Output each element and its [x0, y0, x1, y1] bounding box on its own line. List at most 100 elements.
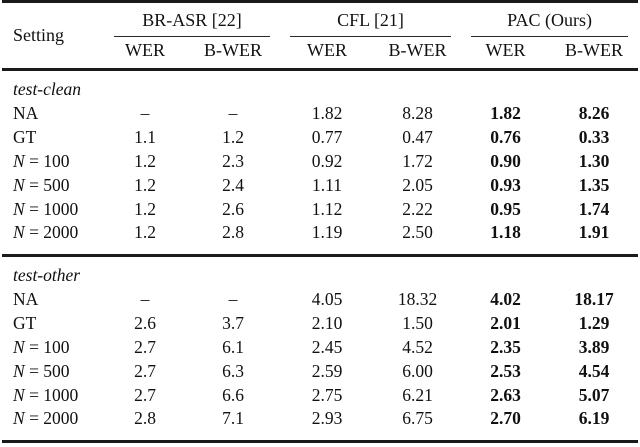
- setting-cell: N = 500: [13, 360, 70, 381]
- group-header-br-asr: BR-ASR [22]: [104, 2, 280, 37]
- value-cell: 1.82: [490, 102, 521, 123]
- setting-cell: N = 100: [13, 150, 70, 171]
- value-cell: 1.19: [311, 222, 343, 242]
- value-cell: –: [140, 102, 150, 123]
- table-body: test-clean NA – – 1.82 8.28 1.82 8.26 GT 1.1 1.2 0.…: [2, 70, 639, 442]
- value-cell: 2.6: [134, 312, 156, 333]
- value-cell: 4.54: [578, 360, 610, 381]
- setting-cell: N = 1000: [13, 198, 79, 219]
- table-header: Setting BR-ASR [22] CFL [21] PAC (Ours) …: [2, 1, 639, 71]
- section-label-row: test-clean: [2, 70, 638, 102]
- value-cell: 6.75: [402, 408, 433, 428]
- value-cell: 0.92: [311, 150, 343, 171]
- col-header-pac-wer: WER: [461, 36, 551, 71]
- table-row: N = 500 2.7 6.3 2.59 6.00 2.53 4.54: [2, 360, 638, 384]
- value-cell: 2.8: [134, 408, 156, 428]
- setting-cell: N = 1000: [13, 384, 79, 405]
- value-cell: 0.33: [578, 126, 610, 147]
- metric-header-row: WER B-WER WER B-WER WER B-WER: [2, 36, 639, 71]
- value-cell: 2.8: [222, 222, 244, 242]
- value-cell: 0.76: [490, 126, 521, 147]
- value-cell: 6.21: [402, 384, 433, 405]
- value-cell: –: [140, 288, 150, 309]
- value-cell: 2.22: [402, 198, 433, 219]
- table-row: N = 1000 1.2 2.6 1.12 2.22 0.95 1.74: [2, 198, 638, 222]
- value-cell: 2.7: [134, 384, 156, 405]
- value-cell: 0.90: [490, 150, 521, 171]
- value-cell: –: [228, 102, 238, 123]
- section-label-row: test-other: [2, 254, 639, 288]
- value-cell: 1.2: [134, 174, 156, 195]
- col-header-cfl-wer: WER: [280, 36, 375, 71]
- value-cell: 4.05: [311, 288, 343, 309]
- setting-cell: NA: [13, 102, 39, 123]
- value-cell: 2.53: [490, 360, 521, 381]
- value-cell: 1.29: [578, 312, 610, 333]
- value-cell: 5.07: [578, 384, 610, 405]
- value-cell: 0.93: [490, 174, 521, 195]
- group-label-pac: PAC (Ours): [471, 6, 629, 37]
- col-header-pac-bwer: B-WER: [550, 36, 639, 71]
- value-cell: 1.50: [402, 312, 433, 333]
- setting-cell: N = 500: [13, 174, 70, 195]
- table-row: N = 2000 2.8 7.1 2.93 6.75 2.70 6.19: [2, 408, 638, 442]
- value-cell: –: [228, 288, 238, 309]
- table-row: N = 500 1.2 2.4 1.11 2.05 0.93 1.35: [2, 174, 638, 198]
- group-header-pac: PAC (Ours): [461, 2, 638, 37]
- value-cell: 18.17: [574, 288, 614, 309]
- table-row: NA – – 4.05 18.32 4.02 18.17: [2, 288, 638, 312]
- value-cell: 0.47: [402, 126, 433, 147]
- value-cell: 18.32: [397, 288, 438, 309]
- group-header-cfl: CFL [21]: [280, 2, 461, 37]
- table-row: NA – – 1.82 8.28 1.82 8.26: [2, 102, 638, 126]
- group-label-br-asr: BR-ASR [22]: [114, 6, 271, 37]
- value-cell: 1.91: [578, 222, 610, 242]
- value-cell: 0.95: [490, 198, 521, 219]
- value-cell: 1.12: [311, 198, 343, 219]
- setting-cell: NA: [13, 288, 39, 309]
- group-header-row: Setting BR-ASR [22] CFL [21] PAC (Ours): [2, 1, 638, 71]
- value-cell: 2.4: [222, 174, 244, 195]
- value-cell: 1.1: [134, 126, 156, 147]
- table-row: N = 1000 2.7 6.6 2.75 6.21 2.63 5.07: [2, 384, 638, 408]
- section-label: test-other: [2, 254, 639, 288]
- setting-column-header: Setting: [2, 1, 104, 71]
- value-cell: 1.30: [578, 150, 610, 171]
- value-cell: 4.02: [490, 288, 521, 309]
- setting-cell: N = 2000: [13, 408, 79, 428]
- table-row: N = 2000 1.2 2.8 1.19 2.50 1.18 1.91: [2, 222, 638, 256]
- value-cell: 2.59: [311, 360, 343, 381]
- section-label: test-clean: [13, 79, 82, 99]
- value-cell: 6.3: [222, 360, 244, 381]
- value-cell: 2.75: [311, 384, 343, 405]
- value-cell: 2.3: [222, 150, 244, 171]
- value-cell: 6.6: [222, 384, 244, 405]
- value-cell: 7.1: [222, 408, 244, 428]
- value-cell: 6.00: [402, 360, 433, 381]
- value-cell: 1.2: [134, 222, 156, 242]
- setting-cell: GT: [13, 312, 37, 333]
- setting-cell: N = 2000: [13, 222, 79, 242]
- value-cell: 1.82: [311, 102, 343, 123]
- table-row: GT 2.6 3.7 2.10 1.50 2.01 1.29: [2, 312, 638, 336]
- value-cell: 2.05: [402, 174, 433, 195]
- value-cell: 1.2: [222, 126, 244, 147]
- table-row: N = 100 1.2 2.3 0.92 1.72 0.90 1.30: [2, 150, 638, 174]
- value-cell: 2.35: [490, 336, 521, 357]
- setting-cell: N = 100: [13, 336, 70, 357]
- value-cell: 2.50: [402, 222, 433, 242]
- value-cell: 1.11: [312, 174, 342, 195]
- value-cell: 6.19: [578, 408, 610, 428]
- value-cell: 2.7: [134, 360, 156, 381]
- value-cell: 8.26: [578, 102, 610, 123]
- value-cell: 1.18: [490, 222, 521, 242]
- value-cell: 2.93: [311, 408, 343, 428]
- value-cell: 4.52: [402, 336, 433, 357]
- value-cell: 1.2: [134, 150, 156, 171]
- table-row: N = 100 2.7 6.1 2.45 4.52 2.35 3.89: [2, 336, 638, 360]
- value-cell: 2.6: [222, 198, 244, 219]
- table-row: GT 1.1 1.2 0.77 0.47 0.76 0.33: [2, 126, 638, 150]
- value-cell: 1.74: [578, 198, 610, 219]
- col-header-brasr-bwer: B-WER: [186, 36, 281, 71]
